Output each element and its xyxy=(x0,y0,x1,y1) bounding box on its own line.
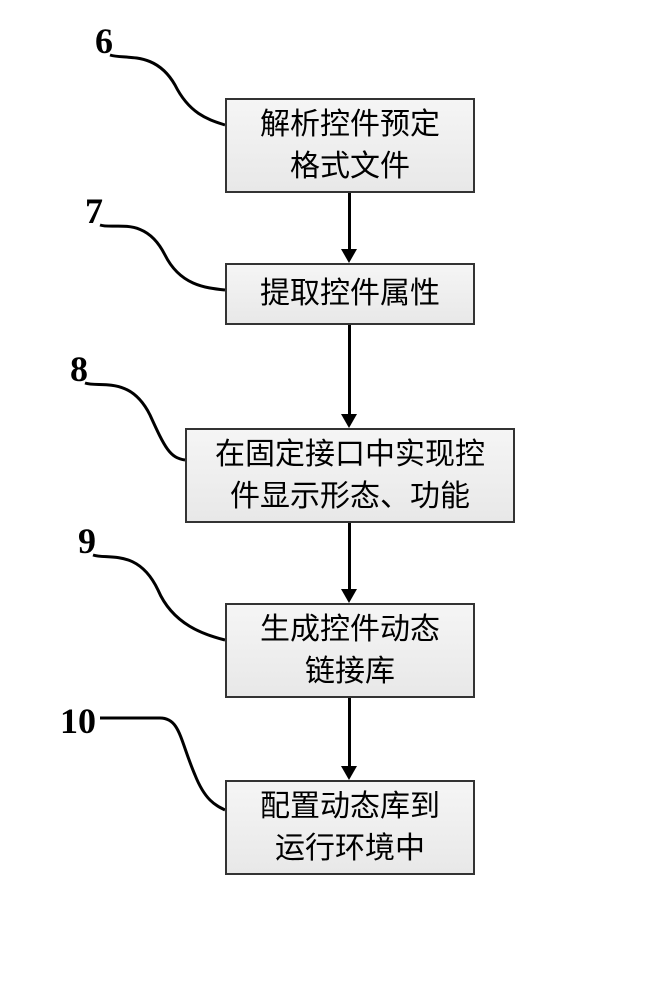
step-box-text: 生成控件动态 链接库 xyxy=(260,609,440,693)
step-box-8: 在固定接口中实现控 件显示形态、功能 xyxy=(185,428,515,523)
step-label-10: 10 xyxy=(60,700,96,742)
arrow-head xyxy=(341,589,357,603)
step-box-6: 解析控件预定 格式文件 xyxy=(225,98,475,193)
arrow-line xyxy=(348,698,351,766)
step-label-8: 8 xyxy=(70,348,88,390)
step-label-6: 6 xyxy=(95,20,113,62)
step-box-7: 提取控件属性 xyxy=(225,263,475,325)
step-box-text: 在固定接口中实现控 件显示形态、功能 xyxy=(215,434,485,518)
arrow-head xyxy=(341,249,357,263)
arrow-line xyxy=(348,523,351,589)
flowchart-container: 6 解析控件预定 格式文件 7 提取控件属性 8 在固定接口中实现控 件显示形态… xyxy=(0,0,657,1000)
step-box-text: 解析控件预定 格式文件 xyxy=(260,104,440,188)
step-box-9: 生成控件动态 链接库 xyxy=(225,603,475,698)
arrow-head xyxy=(341,766,357,780)
step-box-10: 配置动态库到 运行环境中 xyxy=(225,780,475,875)
step-label-7: 7 xyxy=(85,190,103,232)
arrow-line xyxy=(348,325,351,414)
arrow-line xyxy=(348,193,351,249)
step-box-text: 配置动态库到 运行环境中 xyxy=(260,786,440,870)
step-box-text: 提取控件属性 xyxy=(260,273,440,315)
step-label-9: 9 xyxy=(78,520,96,562)
arrow-head xyxy=(341,414,357,428)
